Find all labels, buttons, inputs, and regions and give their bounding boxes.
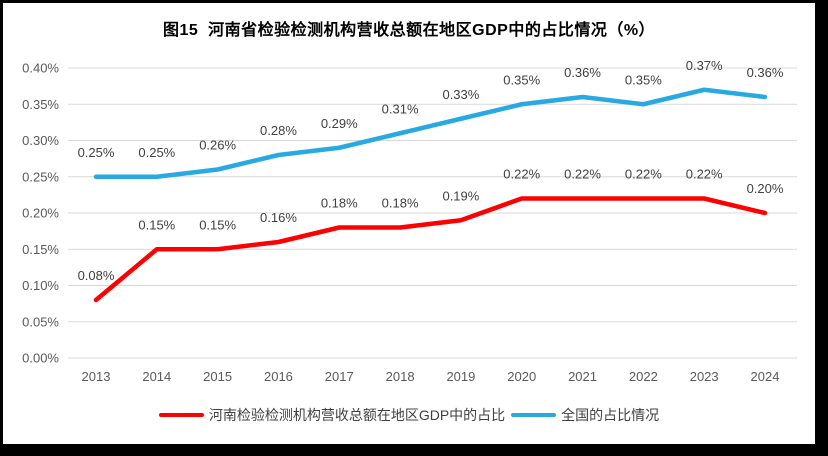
x-tick-label: 2014 [142,369,171,384]
y-tick-label: 0.00% [22,351,59,366]
chart-title: 图15 河南省检验检测机构营收总额在地区GDP中的占比情况（%） [162,22,656,39]
legend-line-swatch-red [158,412,204,418]
y-tick-label: 0.40% [22,61,59,76]
data-point-label: 0.25% [138,145,175,160]
data-point-label: 0.36% [564,65,601,80]
data-point-label: 0.25% [78,145,115,160]
y-tick-label: 0.05% [22,314,59,329]
data-point-label: 0.35% [625,72,662,87]
x-tick-label: 2015 [203,369,232,384]
y-tick-label: 0.25% [22,169,59,184]
data-point-label: 0.08% [78,268,115,283]
data-point-label: 0.33% [442,87,479,102]
x-tick-label: 2016 [264,369,293,384]
x-tick-label: 2023 [690,369,719,384]
legend-line-swatch-blue [511,412,557,418]
data-point-label: 0.31% [382,101,419,116]
data-point-label: 0.29% [321,116,358,131]
data-point-label: 0.15% [199,217,236,232]
series-line-henan [93,196,768,303]
y-tick-label: 0.10% [22,278,59,293]
chart-area: 图15 河南省检验检测机构营收总额在地区GDP中的占比情况（%） 0.00% 0.… [3,3,815,444]
y-tick-label: 0.15% [22,242,59,257]
y-tick-label: 0.20% [22,206,59,221]
x-tick-label: 2019 [446,369,475,384]
data-point-label: 0.15% [138,217,175,232]
legend-label-national: 全国的占比情况 [561,407,660,423]
y-tick-label: 0.30% [22,133,59,148]
x-tick-label: 2020 [507,369,536,384]
legend-item-national: 全国的占比情况 [511,405,659,425]
x-tick-label: 2013 [82,369,111,384]
data-point-label: 0.16% [260,210,297,225]
data-point-label: 0.18% [321,196,358,211]
y-tick-label: 0.35% [22,97,59,112]
chart-legend: 河南检验检测机构营收总额在地区GDP中的占比 全国的占比情况 [3,405,815,425]
data-point-label: 0.18% [382,196,419,211]
series-line-national [93,87,768,179]
data-point-label: 0.26% [199,138,236,153]
legend-item-henan: 河南检验检测机构营收总额在地区GDP中的占比 [158,405,506,425]
data-point-label: 0.37% [686,58,723,73]
x-tick-label: 2024 [751,369,780,384]
legend-label-henan: 河南检验检测机构营收总额在地区GDP中的占比 [208,407,506,423]
data-point-label: 0.22% [686,167,723,182]
data-point-label: 0.20% [747,181,784,196]
data-point-label: 0.22% [625,167,662,182]
x-tick-label: 2017 [325,369,354,384]
x-tick-label: 2022 [629,369,658,384]
x-tick-label: 2021 [568,369,597,384]
line-chart-plot: 0.00% 0.05% 0.10% 0.15% 0.20% 0.25% 0.30% 0.35%… [22,58,797,384]
x-tick-label: 2018 [386,369,415,384]
data-point-label: 0.35% [503,72,540,87]
data-point-label: 0.19% [442,188,479,203]
data-point-label: 0.36% [747,65,784,80]
data-point-label: 0.22% [503,167,540,182]
data-point-label: 0.28% [260,123,297,138]
data-point-label: 0.22% [564,167,601,182]
